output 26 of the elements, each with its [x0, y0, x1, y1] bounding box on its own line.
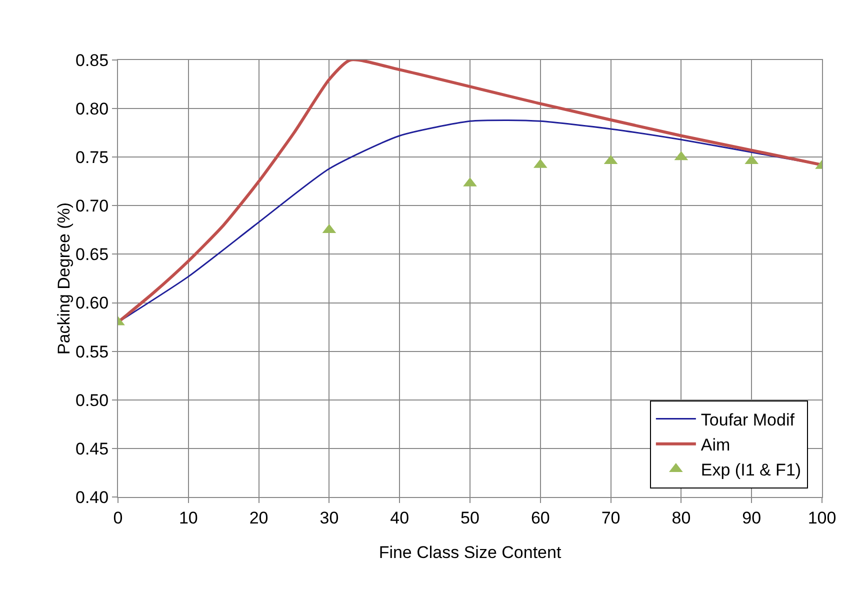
y-tick-label: 0.85	[76, 50, 109, 70]
x-tick-label: 50	[460, 508, 480, 528]
x-tick-label: 60	[530, 508, 550, 528]
legend-label: Toufar Modif	[700, 410, 795, 430]
x-tick-label: 80	[672, 508, 691, 528]
x-tick-label: 70	[601, 508, 620, 528]
y-tick-label: 0.75	[76, 148, 109, 168]
x-tick-label: 100	[808, 508, 836, 528]
y-tick-label: 0.60	[76, 294, 109, 313]
legend-label: Aim	[700, 436, 730, 455]
x-tick-label: 10	[178, 508, 198, 528]
y-tick-label: 0.80	[76, 100, 109, 119]
legend-label: Exp (I1 & F1)	[700, 460, 802, 480]
x-tick-label: 30	[320, 508, 339, 528]
x-tick-label: 20	[249, 508, 268, 528]
x-tick-label: 40	[390, 508, 410, 528]
x-tick-label: 90	[742, 508, 762, 528]
y-tick-label: 0.65	[76, 245, 109, 264]
y-tick-label: 0.70	[76, 196, 109, 216]
y-tick-label: 0.50	[76, 390, 109, 410]
x-axis-title: Fine Class Size Content	[378, 543, 562, 562]
y-axis-title: Packing Degree (%)	[54, 202, 74, 355]
x-tick-label: 0	[113, 508, 123, 528]
y-tick-label: 0.55	[76, 342, 109, 362]
y-tick-label: 0.40	[76, 488, 109, 507]
y-tick-label: 0.45	[76, 439, 109, 458]
